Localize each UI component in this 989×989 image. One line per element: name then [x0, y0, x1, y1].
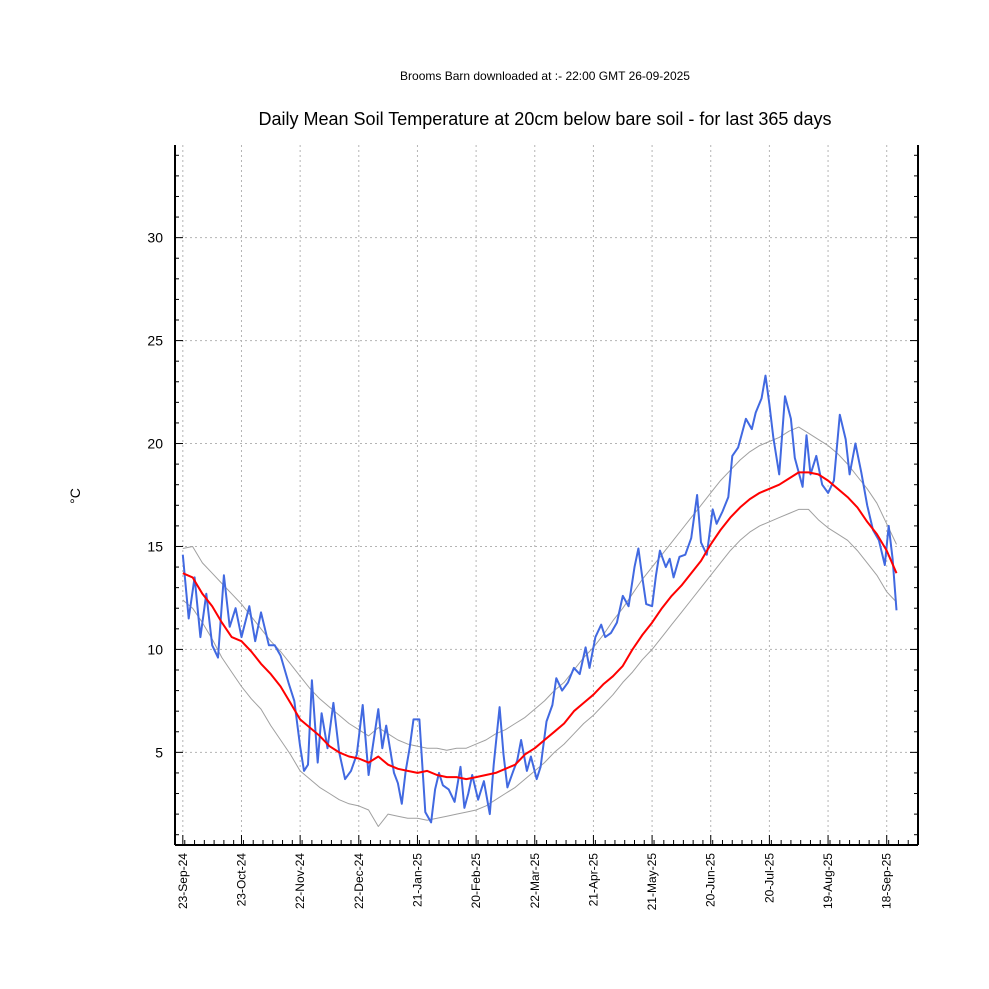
series-lower-line [182, 508, 897, 827]
y-tick-label: 20 [147, 436, 163, 452]
x-tick-label: 20-Jun-25 [704, 853, 718, 907]
series-mean-line [182, 471, 898, 781]
x-tick-label: 18-Sep-25 [880, 853, 894, 909]
x-tick-label: 22-Mar-25 [528, 853, 542, 909]
x-tick-label: 23-Sep-24 [176, 853, 190, 909]
grid-lines [175, 145, 918, 845]
y-tick-label: 15 [147, 538, 163, 554]
x-tick-label: 21-Jan-25 [410, 853, 424, 907]
x-tick-label: 21-May-25 [645, 853, 659, 911]
series-observed-line [181, 374, 898, 824]
x-tick-label: 23-Oct-24 [234, 853, 248, 907]
x-tick-label: 20-Jul-25 [762, 853, 776, 903]
y-tick-label: 5 [155, 744, 163, 760]
y-tick-label: 30 [147, 230, 163, 246]
chart-subtitle: Brooms Barn downloaded at :- 22:00 GMT 2… [400, 69, 690, 83]
x-tick-label: 20-Feb-25 [469, 853, 483, 909]
y-axis-label: °C [67, 488, 83, 504]
x-tick-label: 22-Dec-24 [352, 853, 366, 909]
series-upper-line [182, 426, 897, 751]
y-tick-label: 25 [147, 333, 163, 349]
y-tick-label: 10 [147, 641, 163, 657]
chart-title: Daily Mean Soil Temperature at 20cm belo… [259, 109, 832, 129]
x-tick-label: 21-Apr-25 [586, 853, 600, 907]
axes-frame [174, 145, 919, 846]
x-tick-label: 19-Aug-25 [821, 853, 835, 909]
axis-ticks: 5 10 15 20 25 30 23-Sep-24 23-Oct-24 22-Nov-24 22… [147, 154, 919, 911]
x-tick-label: 22-Nov-24 [293, 853, 307, 909]
series-layer [181, 374, 898, 827]
